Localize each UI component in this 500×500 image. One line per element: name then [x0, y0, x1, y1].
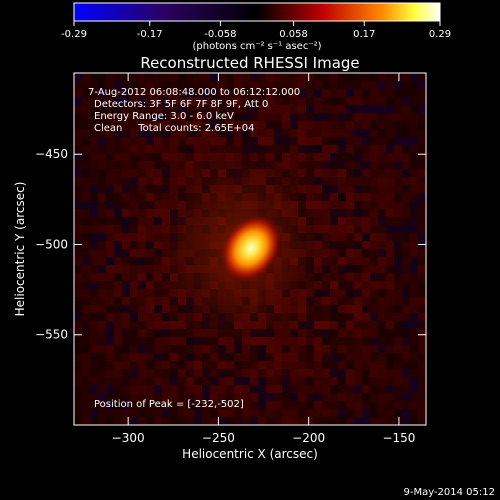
y-tick-label: −450: [35, 147, 68, 161]
flare-source: [220, 214, 282, 282]
footer-date: 9-May-2014 05:12: [403, 487, 495, 498]
colorbar-tick-label: -0.058: [204, 29, 236, 40]
colorbar-unit-label: (photons cm⁻² s⁻¹ asec⁻²): [192, 41, 321, 52]
plot-frame: [73, 72, 427, 426]
x-tick-label: −300: [112, 431, 145, 445]
y-tick-label: −550: [35, 328, 68, 342]
info-time-range: 7-Aug-2012 06:08:48.000 to 06:12:12.000: [88, 87, 300, 98]
chart-title: Reconstructed RHESSI Image: [140, 54, 359, 72]
colorbar: [73, 2, 441, 22]
colorbar-tick-label: -0.29: [61, 29, 87, 40]
colorbar-ticks: -0.29 -0.17 -0.058 0.058 0.17 0.29: [61, 21, 451, 40]
info-clean: Clean Total counts: 2.65E+04: [94, 123, 254, 134]
colorbar-tick-label: 0.17: [353, 29, 375, 40]
colorbar-tick-label: -0.17: [137, 29, 163, 40]
axis-ticks: −300 −250 −200 −150 −450 −500 −550: [35, 73, 426, 445]
info-energy: Energy Range: 3.0 - 6.0 keV: [94, 111, 234, 122]
colorbar-tick-label: 0.058: [279, 29, 308, 40]
y-axis-label: Heliocentric Y (arcsec): [13, 182, 27, 317]
x-tick-label: −200: [292, 431, 325, 445]
colorbar-tick-label: 0.29: [429, 29, 451, 40]
x-tick-label: −150: [382, 431, 415, 445]
y-tick-label: −500: [35, 237, 68, 251]
x-tick-label: −250: [202, 431, 235, 445]
info-detectors: Detectors: 3F 5F 6F 7F 8F 9F, Att 0: [94, 99, 268, 110]
heatmap-image: [74, 73, 426, 425]
peak-position: Position of Peak = [-232,-502]: [94, 399, 244, 410]
x-axis-label: Heliocentric X (arcsec): [182, 447, 318, 461]
